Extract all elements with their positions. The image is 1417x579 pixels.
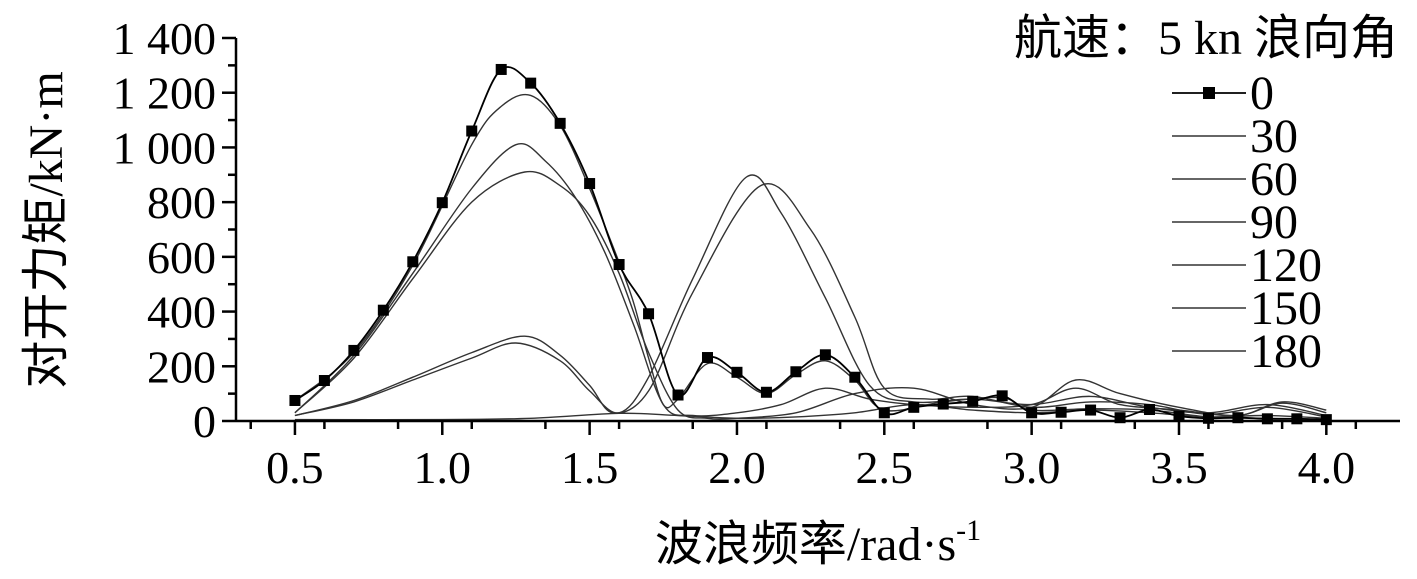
marker-0-17 (790, 366, 802, 378)
series-line-30 (294, 93, 1327, 421)
axes-group (234, 38, 1400, 423)
legend-label-90: 90 (1250, 196, 1298, 249)
x-tick-label-6: 3.5 (1150, 442, 1208, 493)
marker-0-18 (819, 349, 831, 361)
legend-marker-0 (1203, 87, 1215, 99)
marker-0-31 (1202, 412, 1214, 424)
marker-0-10 (584, 178, 596, 190)
marker-0-23 (967, 395, 979, 407)
y-axis-title: 对开力矩/kN·m (20, 71, 73, 388)
marker-0-35 (1320, 414, 1332, 426)
y-tick-label-7: 1 400 (113, 13, 217, 64)
x-tick-label-5: 3.0 (1003, 442, 1061, 493)
marker-0-28 (1114, 412, 1126, 424)
legend-label-0: 0 (1250, 67, 1274, 120)
marker-0-25 (1026, 407, 1038, 419)
marker-0-9 (554, 117, 566, 129)
marker-0-21 (908, 401, 920, 413)
marker-0-8 (525, 77, 537, 89)
y-tick-label-1: 200 (147, 341, 216, 392)
marker-0-7 (495, 63, 507, 75)
marker-0-15 (731, 366, 743, 378)
legend-title: 航速：5 kn 浪向角 (1014, 12, 1398, 65)
marker-0-6 (466, 125, 478, 137)
markers-group (289, 63, 1332, 426)
series-line-150 (294, 183, 1327, 418)
marker-0-26 (1055, 406, 1067, 418)
legend-label-30: 30 (1250, 110, 1298, 163)
series-line-120 (294, 174, 1327, 417)
x-axis-title-superscript: -1 (956, 514, 981, 547)
marker-0-0 (289, 394, 301, 406)
marker-0-16 (760, 386, 772, 398)
marker-0-32 (1232, 412, 1244, 424)
marker-0-33 (1261, 413, 1273, 425)
marker-0-4 (407, 256, 419, 268)
marker-0-30 (1173, 410, 1185, 422)
series-line-90 (294, 170, 1327, 420)
legend-label-120: 120 (1250, 239, 1322, 292)
marker-0-11 (613, 259, 625, 271)
marker-0-5 (436, 197, 448, 209)
marker-0-14 (701, 352, 713, 364)
marker-0-34 (1291, 413, 1303, 425)
marker-0-27 (1085, 404, 1097, 416)
marker-0-12 (643, 308, 655, 320)
y-tick-label-5: 1 000 (113, 122, 217, 173)
legend-label-180: 180 (1250, 325, 1322, 378)
marker-0-2 (348, 344, 360, 356)
series-group (294, 66, 1327, 421)
marker-0-22 (937, 398, 949, 410)
marker-0-19 (849, 371, 861, 383)
marker-0-20 (878, 407, 890, 419)
x-tick-label-7: 4.0 (1298, 442, 1356, 493)
x-tick-label-2: 1.5 (561, 442, 619, 493)
x-tick-label-0: 0.5 (266, 442, 324, 493)
legend-label-60: 60 (1250, 153, 1298, 206)
y-tick-label-0: 0 (193, 396, 216, 447)
x-tick-label-3: 2.0 (708, 442, 766, 493)
marker-0-1 (318, 375, 330, 387)
marker-0-29 (1144, 404, 1156, 416)
x-axis-title: 波浪频率/rad·s-1 (655, 514, 981, 571)
y-tick-label-3: 600 (147, 232, 216, 283)
marker-0-13 (672, 389, 684, 401)
marker-0-24 (996, 390, 1008, 402)
y-tick-label-4: 800 (147, 177, 216, 228)
y-tick-label-2: 400 (147, 287, 216, 338)
y-tick-label-6: 1 200 (113, 68, 217, 119)
x-tick-label-4: 2.5 (856, 442, 914, 493)
marker-0-3 (377, 304, 389, 316)
legend-label-150: 150 (1250, 282, 1322, 335)
series-line-60 (294, 143, 1327, 417)
x-tick-label-1: 1.0 (414, 442, 472, 493)
